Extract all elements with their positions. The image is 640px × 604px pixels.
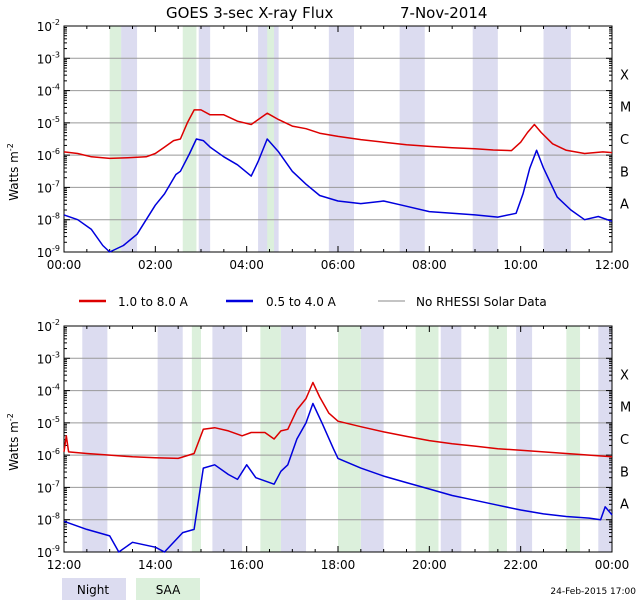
y-tick-label: 10-5 <box>37 415 60 431</box>
x-tick-label: 02:00 <box>138 258 173 272</box>
night-band <box>212 326 243 552</box>
saa-band <box>338 326 361 552</box>
night-band <box>516 326 533 552</box>
chart-date: 7-Nov-2014 <box>400 4 487 22</box>
y-tick-label: 10-4 <box>37 83 60 99</box>
flare-class-label: X <box>620 68 629 83</box>
series-line-long <box>63 381 613 460</box>
night-band <box>328 26 354 252</box>
x-tick-label: 12:00 <box>595 258 630 272</box>
x-tick-label: 00:00 <box>47 258 82 272</box>
y-tick-label: 10-9 <box>37 544 60 560</box>
x-tick-label: 22:00 <box>503 558 538 572</box>
night-band <box>360 326 384 552</box>
night-band <box>598 326 612 552</box>
flare-class-label: B <box>620 165 629 180</box>
x-tick-label: 06:00 <box>321 258 356 272</box>
legend-label-short: 0.5 to 4.0 A <box>266 295 337 309</box>
flare-class-label: C <box>620 433 629 448</box>
x-tick-label: 20:00 <box>412 558 447 572</box>
ylabel-exp: -2 <box>6 143 15 151</box>
x-tick-label: 16:00 <box>229 558 264 572</box>
saa-band <box>488 326 507 552</box>
ylabel-bottom: Watts m-2 <box>6 413 21 471</box>
y-tick-label: 10-6 <box>37 447 60 463</box>
footer-timestamp: 24-Feb-2015 17:00 <box>550 587 636 597</box>
flare-class-label: M <box>620 101 631 116</box>
y-tick-label: 10-6 <box>37 147 60 163</box>
night-band <box>121 26 138 252</box>
x-tick-label: 12:00 <box>47 558 82 572</box>
saa-label: SAA <box>156 583 181 597</box>
y-tick-label: 10-8 <box>37 512 60 528</box>
flare-class-label: B <box>620 465 629 480</box>
y-tick-label: 10-3 <box>37 50 60 66</box>
x-tick-label: 18:00 <box>321 558 356 572</box>
svg-text:Watts m-2: Watts m-2 <box>6 143 21 201</box>
svg-text:Watts m-2: Watts m-2 <box>6 413 21 471</box>
night-band <box>472 26 498 252</box>
ylabel-exp: -2 <box>6 413 15 421</box>
x-tick-label: 08:00 <box>412 258 447 272</box>
legend-label-gap: No RHESSI Solar Data <box>416 295 547 309</box>
night-band <box>399 26 425 252</box>
saa-band <box>182 26 197 252</box>
flare-class-label: A <box>620 498 629 513</box>
y-tick-label: 10-7 <box>37 179 60 195</box>
x-tick-label: 10:00 <box>503 258 538 272</box>
ylabel-text: Watts m <box>7 421 21 471</box>
series-line-short <box>63 138 613 253</box>
night-band <box>157 326 183 552</box>
saa-band <box>566 326 581 552</box>
y-tick-label: 10-7 <box>37 479 60 495</box>
legend-label-long: 1.0 to 8.0 A <box>118 295 189 309</box>
night-band <box>82 326 108 552</box>
night-label: Night <box>77 583 110 597</box>
y-tick-label: 10-2 <box>37 318 60 334</box>
legend: 1.0 to 8.0 A 0.5 to 4.0 A No RHESSI Sola… <box>79 295 547 309</box>
y-tick-label: 10-2 <box>37 18 60 34</box>
x-tick-label: 04:00 <box>229 258 264 272</box>
night-band <box>198 26 211 252</box>
ylabel-text: Watts m <box>7 151 21 201</box>
saa-band <box>109 26 122 252</box>
saa-swatch <box>136 578 200 600</box>
saa-band <box>191 326 201 552</box>
y-tick-label: 10-4 <box>37 383 60 399</box>
night-band <box>280 326 307 552</box>
ylabel-top: Watts m-2 <box>6 143 21 201</box>
flare-class-label: M <box>620 401 631 416</box>
band-legend: Night SAA <box>62 578 200 600</box>
x-tick-label: 14:00 <box>138 558 173 572</box>
series-line-long <box>63 109 613 160</box>
y-tick-label: 10-8 <box>37 212 60 228</box>
panel-bottom: 10-9 10-8 10-7 10-6 10-5 10-4 10-3 10-2 A B C M X 12:… <box>37 318 631 572</box>
flare-class-label: C <box>620 133 629 148</box>
panel-top: 10-9 10-8 10-7 10-6 10-5 10-4 10-3 10-2 A B C M X 00:… <box>37 18 631 272</box>
flare-class-label: A <box>620 198 629 213</box>
saa-band <box>260 326 281 552</box>
saa-band <box>415 326 439 552</box>
chart-title: GOES 3-sec X-ray Flux <box>166 4 333 22</box>
x-tick-label: 00:00 <box>595 558 630 572</box>
y-tick-label: 10-5 <box>37 115 60 131</box>
flare-class-label: X <box>620 368 629 383</box>
night-band <box>440 326 462 552</box>
series-line-short <box>63 402 613 553</box>
night-swatch <box>62 578 126 600</box>
y-tick-label: 10-3 <box>37 350 60 366</box>
saa-band <box>267 26 275 252</box>
y-tick-label: 10-9 <box>37 244 60 260</box>
